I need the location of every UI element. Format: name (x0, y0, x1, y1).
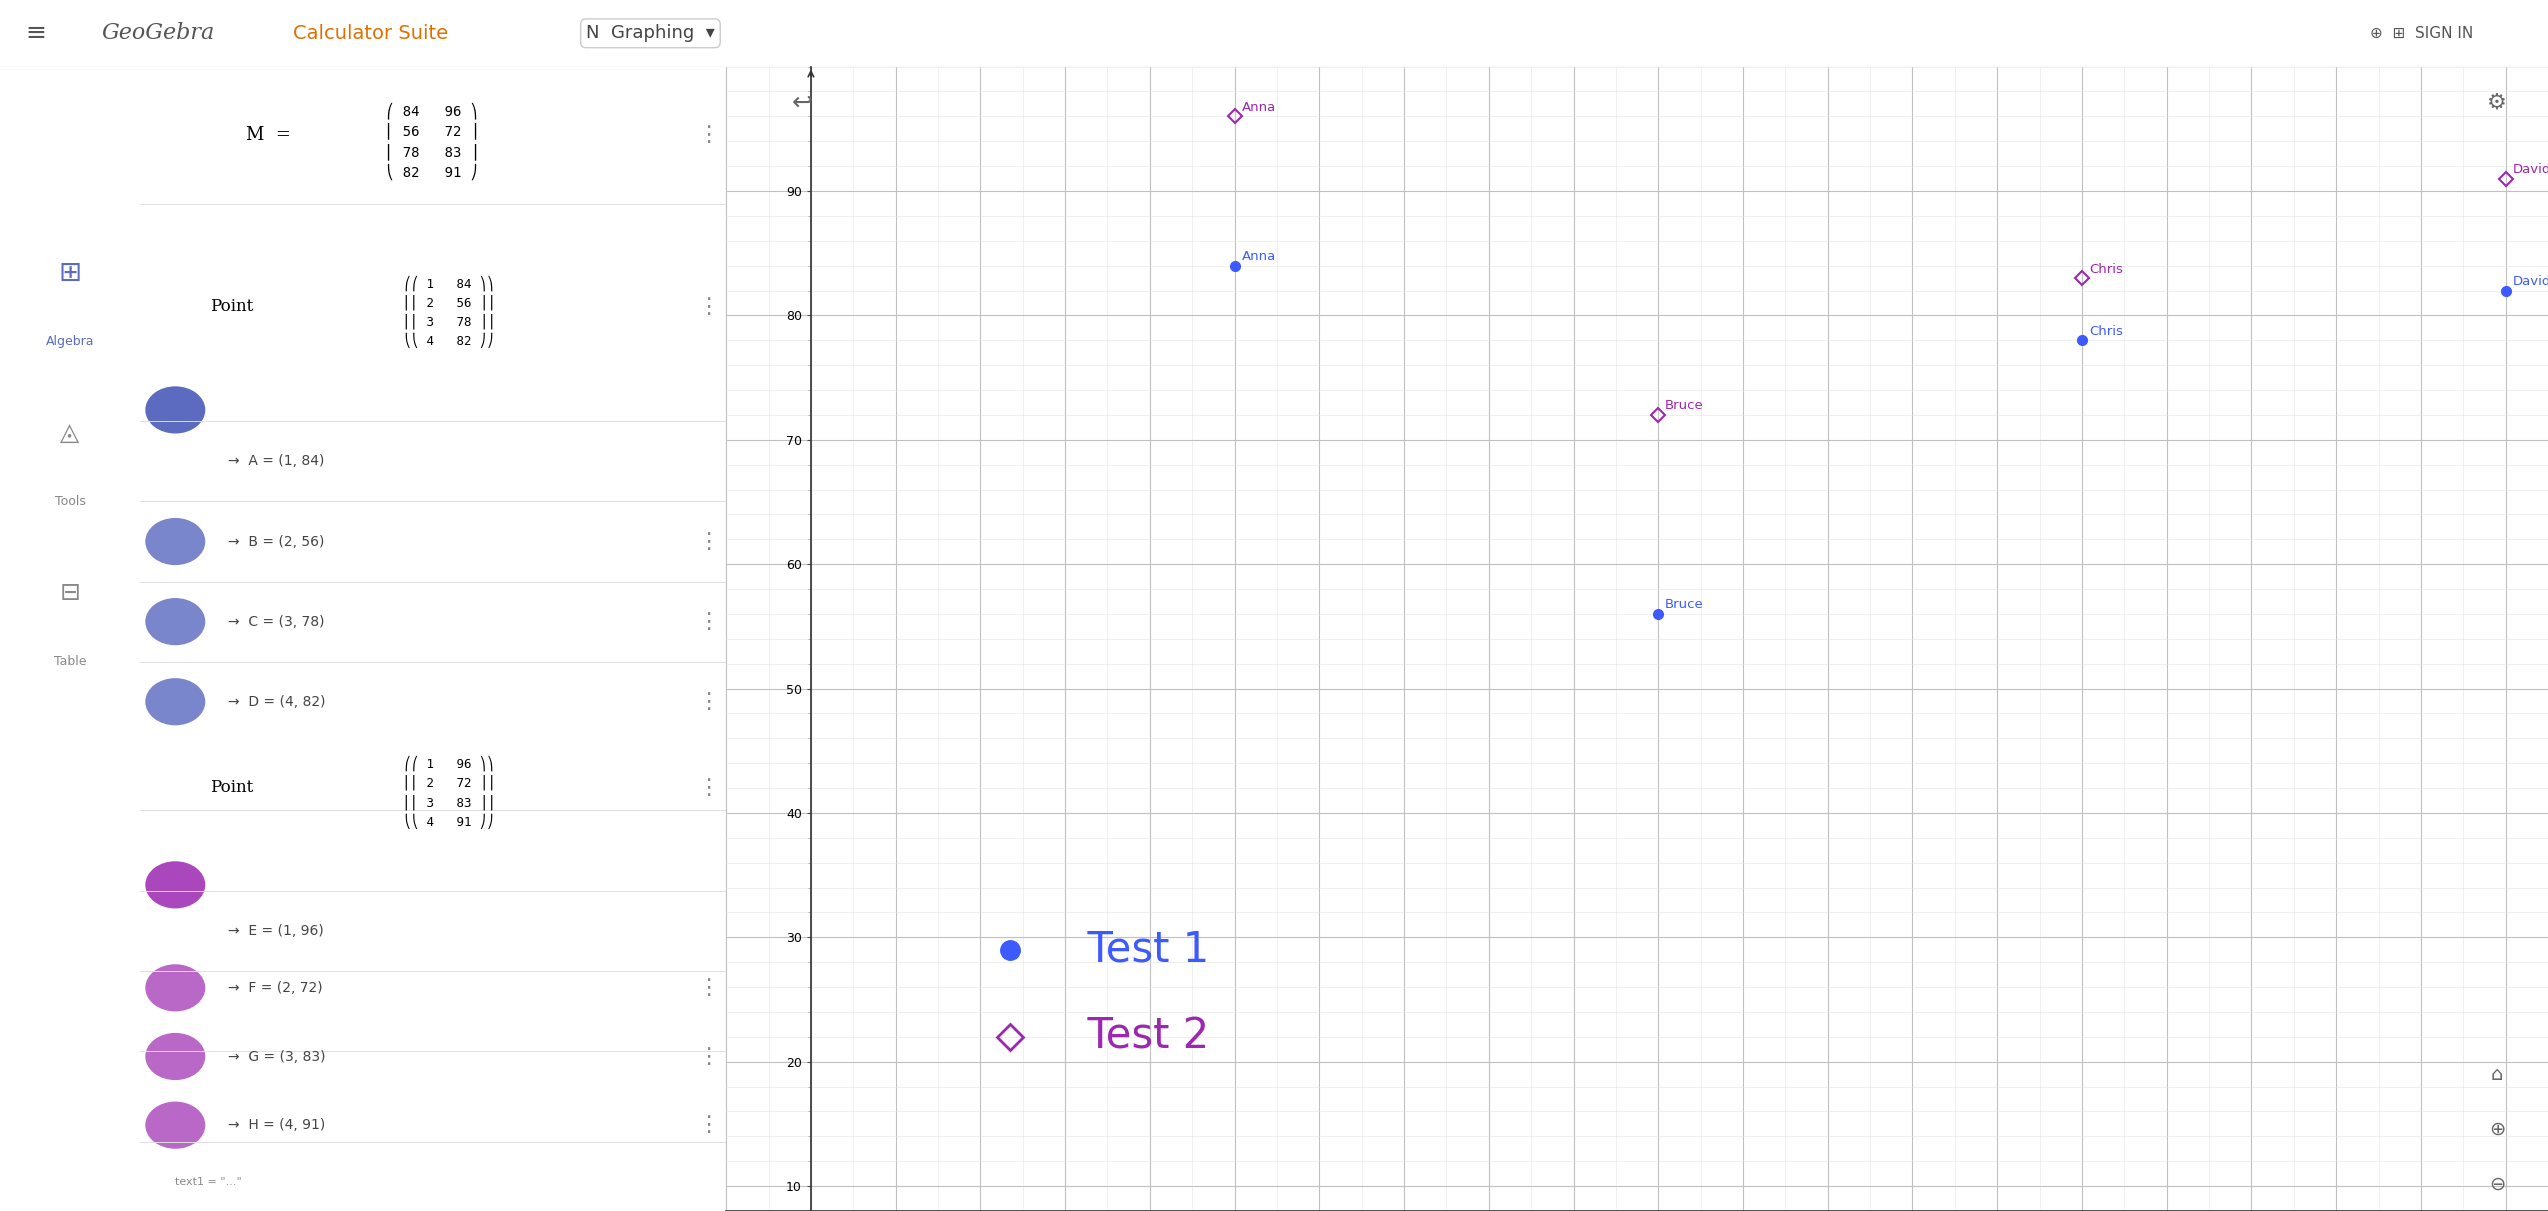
Text: Algebra: Algebra (46, 334, 94, 348)
Text: Calculator Suite: Calculator Suite (293, 24, 448, 42)
Text: David: David (2512, 275, 2548, 288)
Text: ⌂: ⌂ (2492, 1066, 2502, 1084)
Text: Tools: Tools (54, 495, 87, 507)
Text: Bruce: Bruce (1666, 598, 1705, 612)
Text: →  B = (2, 56): → B = (2, 56) (229, 534, 324, 549)
Text: text1 = "...": text1 = "..." (176, 1177, 242, 1188)
Text: Test 1: Test 1 (1060, 929, 1210, 971)
Text: Test 2: Test 2 (1060, 1016, 1208, 1058)
Text: ⋮: ⋮ (696, 977, 719, 998)
Text: Table: Table (54, 655, 87, 668)
Text: ⋮: ⋮ (696, 1115, 719, 1135)
Ellipse shape (145, 388, 204, 432)
Text: Bruce: Bruce (1666, 400, 1705, 412)
Text: ⚙: ⚙ (2487, 93, 2507, 113)
Text: ⎛ 84   96 ⎞
⎜ 56   72 ⎟
⎜ 78   83 ⎟
⎝ 82   91 ⎠: ⎛ 84 96 ⎞ ⎜ 56 72 ⎟ ⎜ 78 83 ⎟ ⎝ 82 91 ⎠ (387, 102, 479, 180)
Text: →  C = (3, 78): → C = (3, 78) (229, 615, 324, 629)
Text: →  A = (1, 84): → A = (1, 84) (229, 454, 324, 469)
Text: ⋮: ⋮ (696, 691, 719, 712)
Text: ⎛⎛ 1   84 ⎞⎞
⎜⎜ 2   56 ⎟⎟
⎜⎜ 3   78 ⎟⎟
⎝⎝ 4   82 ⎠⎠: ⎛⎛ 1 84 ⎞⎞ ⎜⎜ 2 56 ⎟⎟ ⎜⎜ 3 78 ⎟⎟ ⎝⎝ 4 82… (405, 275, 494, 348)
Text: ⊕: ⊕ (2489, 1120, 2505, 1138)
Text: →  D = (4, 82): → D = (4, 82) (229, 695, 326, 708)
Text: ⋮: ⋮ (696, 532, 719, 551)
Ellipse shape (145, 965, 204, 1011)
Text: ◬: ◬ (61, 420, 79, 444)
Text: →  E = (1, 96): → E = (1, 96) (229, 924, 324, 937)
Text: ↩: ↩ (792, 91, 813, 115)
Text: Point: Point (211, 298, 255, 315)
Text: ⋮: ⋮ (696, 612, 719, 632)
Text: ⎛⎛ 1   96 ⎞⎞
⎜⎜ 2   72 ⎟⎟
⎜⎜ 3   83 ⎟⎟
⎝⎝ 4   91 ⎠⎠: ⎛⎛ 1 96 ⎞⎞ ⎜⎜ 2 72 ⎟⎟ ⎜⎜ 3 83 ⎟⎟ ⎝⎝ 4 91… (405, 756, 494, 828)
Text: →  G = (3, 83): → G = (3, 83) (229, 1050, 326, 1063)
Text: GeoGebra: GeoGebra (102, 22, 214, 45)
Ellipse shape (145, 1034, 204, 1079)
Text: ⋮: ⋮ (696, 125, 719, 145)
Text: ⋮: ⋮ (696, 777, 719, 798)
Text: ≡: ≡ (25, 22, 46, 45)
Text: ⊞: ⊞ (59, 259, 82, 287)
Ellipse shape (145, 518, 204, 564)
Ellipse shape (145, 862, 204, 908)
Text: N  Graphing  ▾: N Graphing ▾ (586, 24, 716, 42)
Text: ⊖: ⊖ (2489, 1175, 2505, 1193)
Ellipse shape (145, 598, 204, 644)
Ellipse shape (145, 679, 204, 724)
Text: ⊕  ⊞  SIGN IN: ⊕ ⊞ SIGN IN (2370, 25, 2474, 41)
Text: Chris: Chris (2089, 263, 2122, 276)
Ellipse shape (145, 1102, 204, 1148)
Text: ⊟: ⊟ (59, 581, 82, 606)
Text: Anna: Anna (1241, 101, 1277, 114)
Text: Anna: Anna (1241, 251, 1277, 263)
Text: Point: Point (211, 779, 255, 796)
Text: M  =: M = (245, 126, 290, 144)
Text: Chris: Chris (2089, 325, 2122, 338)
Text: ⋮: ⋮ (696, 297, 719, 317)
Text: →  H = (4, 91): → H = (4, 91) (229, 1118, 326, 1132)
Text: →  F = (2, 72): → F = (2, 72) (229, 981, 324, 995)
Text: David: David (2512, 163, 2548, 176)
Text: ⋮: ⋮ (696, 1046, 719, 1067)
